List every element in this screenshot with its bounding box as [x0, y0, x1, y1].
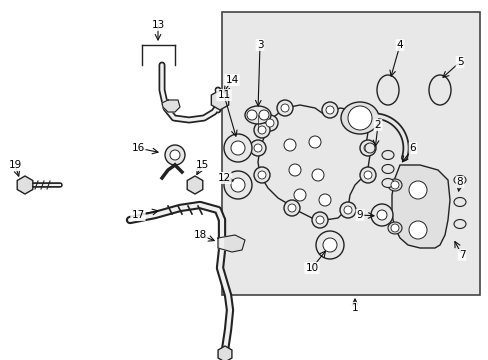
Circle shape: [258, 126, 265, 134]
Text: 1: 1: [351, 303, 358, 313]
Circle shape: [363, 144, 371, 152]
Ellipse shape: [453, 220, 465, 229]
Circle shape: [170, 150, 180, 160]
Ellipse shape: [453, 175, 465, 184]
Circle shape: [253, 122, 269, 138]
Text: 14: 14: [225, 75, 238, 85]
Circle shape: [315, 216, 324, 224]
Text: 12: 12: [217, 173, 230, 183]
Circle shape: [325, 106, 333, 114]
Circle shape: [390, 224, 398, 232]
Text: 15: 15: [195, 160, 208, 170]
Circle shape: [318, 194, 330, 206]
Circle shape: [230, 141, 244, 155]
Circle shape: [253, 167, 269, 183]
Text: 7: 7: [458, 250, 465, 260]
Text: 5: 5: [456, 57, 462, 67]
Circle shape: [284, 139, 295, 151]
Circle shape: [253, 144, 262, 152]
Ellipse shape: [387, 222, 401, 234]
Circle shape: [262, 115, 278, 131]
Circle shape: [359, 167, 375, 183]
Text: 3: 3: [256, 40, 263, 50]
Polygon shape: [218, 235, 244, 252]
Ellipse shape: [381, 165, 393, 174]
Ellipse shape: [376, 75, 398, 105]
Polygon shape: [162, 100, 180, 112]
Circle shape: [224, 171, 251, 199]
Circle shape: [343, 206, 351, 214]
Ellipse shape: [381, 179, 393, 188]
Circle shape: [363, 171, 371, 179]
Ellipse shape: [340, 102, 378, 134]
Circle shape: [311, 212, 327, 228]
Circle shape: [259, 110, 268, 120]
Text: 16: 16: [131, 143, 144, 153]
Circle shape: [224, 134, 251, 162]
Circle shape: [370, 204, 392, 226]
Bar: [222, 12, 479, 295]
Circle shape: [359, 140, 375, 156]
Ellipse shape: [381, 150, 393, 159]
Circle shape: [288, 164, 301, 176]
Circle shape: [364, 143, 374, 153]
Circle shape: [258, 171, 265, 179]
Polygon shape: [391, 165, 449, 248]
Circle shape: [390, 181, 398, 189]
Circle shape: [284, 200, 299, 216]
Circle shape: [230, 178, 244, 192]
Circle shape: [281, 104, 288, 112]
Text: 8: 8: [456, 177, 462, 187]
Circle shape: [315, 231, 343, 259]
Circle shape: [276, 100, 292, 116]
Ellipse shape: [387, 179, 401, 191]
Circle shape: [376, 210, 386, 220]
Circle shape: [346, 110, 362, 126]
Circle shape: [311, 169, 324, 181]
Circle shape: [350, 114, 358, 122]
Circle shape: [408, 221, 426, 239]
Text: 17: 17: [131, 210, 144, 220]
Circle shape: [287, 204, 295, 212]
Text: 4: 4: [396, 40, 403, 50]
Text: 19: 19: [8, 160, 21, 170]
Circle shape: [321, 102, 337, 118]
Circle shape: [246, 110, 257, 120]
Text: 10: 10: [305, 263, 318, 273]
Text: 2: 2: [374, 120, 381, 130]
Circle shape: [308, 136, 320, 148]
Text: 6: 6: [409, 143, 415, 153]
Circle shape: [323, 238, 336, 252]
Circle shape: [347, 106, 371, 130]
Circle shape: [293, 189, 305, 201]
Text: 13: 13: [151, 20, 164, 30]
Text: 11: 11: [217, 90, 230, 100]
Text: 18: 18: [193, 230, 206, 240]
Ellipse shape: [453, 198, 465, 207]
Text: 9: 9: [356, 210, 363, 220]
Circle shape: [265, 119, 273, 127]
Ellipse shape: [244, 106, 270, 124]
Circle shape: [164, 145, 184, 165]
Ellipse shape: [428, 75, 450, 105]
Circle shape: [408, 181, 426, 199]
Circle shape: [339, 202, 355, 218]
Polygon shape: [258, 105, 369, 220]
Circle shape: [249, 140, 265, 156]
